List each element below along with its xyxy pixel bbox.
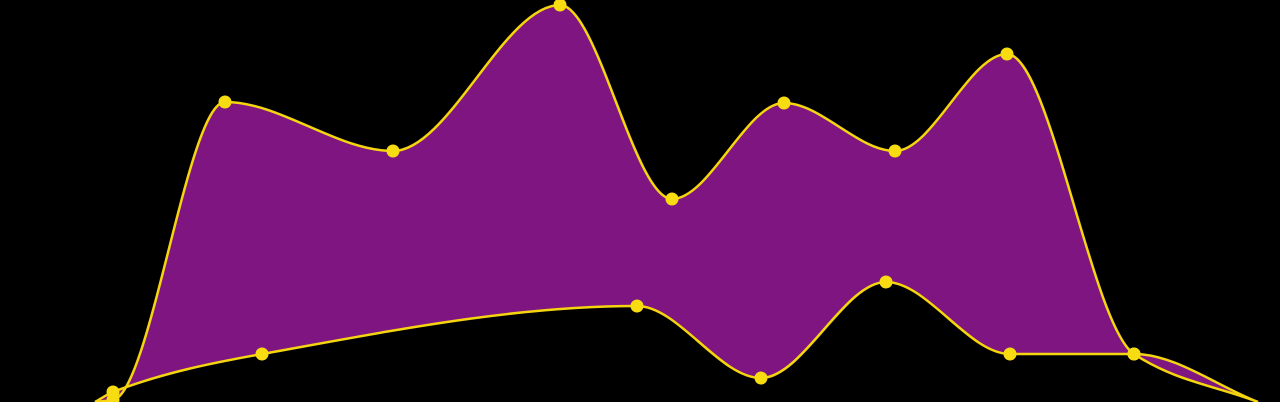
data-point-upper-3[interactable] xyxy=(553,0,567,12)
data-point-upper-5[interactable] xyxy=(777,96,791,110)
data-point-lower-4[interactable] xyxy=(879,275,893,289)
data-point-upper-2[interactable] xyxy=(386,144,400,158)
data-point-lower-0[interactable] xyxy=(106,385,120,399)
data-point-lower-6[interactable] xyxy=(1127,347,1141,361)
data-point-lower-3[interactable] xyxy=(754,371,768,385)
series-line-upper xyxy=(94,3,1259,402)
data-point-upper-7[interactable] xyxy=(1000,47,1014,61)
data-points-layer xyxy=(106,0,1141,402)
data-point-upper-4[interactable] xyxy=(665,192,679,206)
data-point-upper-6[interactable] xyxy=(888,144,902,158)
data-point-lower-1[interactable] xyxy=(255,347,269,361)
data-point-upper-1[interactable] xyxy=(218,95,232,109)
data-point-lower-5[interactable] xyxy=(1003,347,1017,361)
data-point-lower-2[interactable] xyxy=(630,299,644,313)
